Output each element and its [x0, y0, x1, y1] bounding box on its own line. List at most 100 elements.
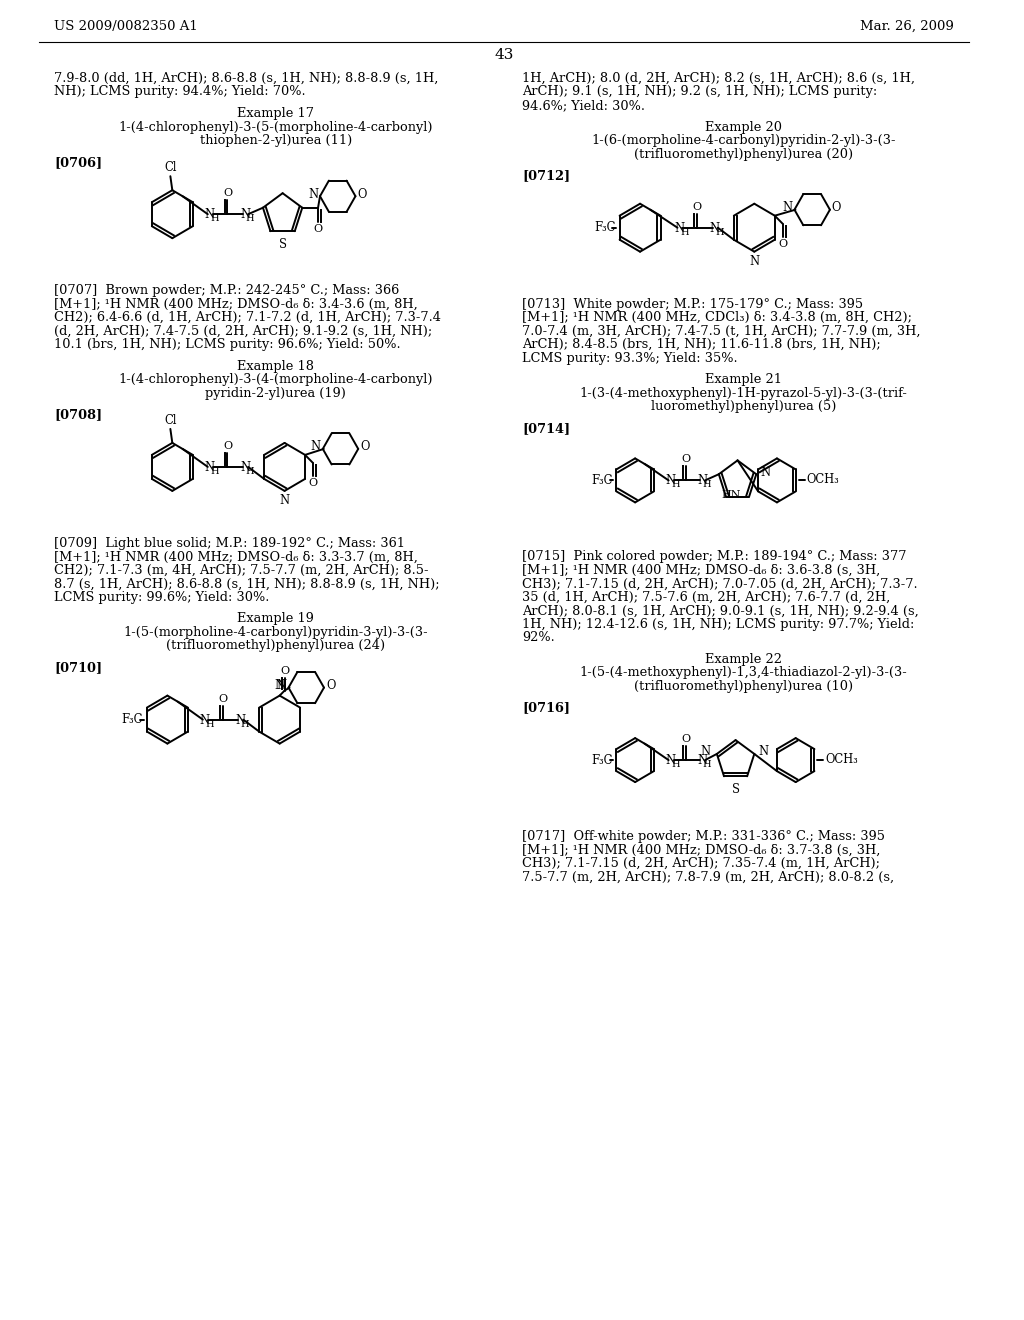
Text: H: H [241, 719, 250, 729]
Text: pyridin-2-yl)urea (19): pyridin-2-yl)urea (19) [205, 387, 346, 400]
Text: H: H [702, 480, 712, 490]
Text: O: O [218, 693, 227, 704]
Text: OCH₃: OCH₃ [807, 473, 840, 486]
Text: N: N [280, 494, 290, 507]
Text: N: N [666, 474, 676, 487]
Text: N: N [760, 466, 770, 479]
Text: O: O [682, 734, 691, 744]
Text: NH); LCMS purity: 94.4%; Yield: 70%.: NH); LCMS purity: 94.4%; Yield: 70%. [54, 86, 306, 99]
Text: [0717]  Off-white powder; M.P.: 331-336° C.; Mass: 395: [0717] Off-white powder; M.P.: 331-336° … [522, 830, 885, 843]
Text: O: O [360, 441, 370, 453]
Text: CH3); 7.1-7.15 (d, 2H, ArCH); 7.35-7.4 (m, 1H, ArCH);: CH3); 7.1-7.15 (d, 2H, ArCH); 7.35-7.4 (… [522, 857, 880, 870]
Text: N: N [236, 714, 246, 726]
Text: 94.6%; Yield: 30%.: 94.6%; Yield: 30%. [522, 99, 645, 112]
Text: Example 18: Example 18 [238, 360, 314, 372]
Text: (trifluoromethyl)phenyl)urea (20): (trifluoromethyl)phenyl)urea (20) [634, 148, 853, 161]
Text: N: N [758, 746, 768, 759]
Text: [M+1]; ¹H NMR (400 MHz; DMSO-d₆ δ: 3.4-3.6 (m, 8H,: [M+1]; ¹H NMR (400 MHz; DMSO-d₆ δ: 3.4-3… [54, 298, 418, 310]
Text: H: H [671, 760, 680, 770]
Text: Example 21: Example 21 [705, 374, 782, 387]
Text: ArCH); 9.1 (s, 1H, NH); 9.2 (s, 1H, NH); LCMS purity:: ArCH); 9.1 (s, 1H, NH); 9.2 (s, 1H, NH);… [522, 86, 878, 99]
Text: N: N [697, 754, 708, 767]
Text: Example 20: Example 20 [705, 120, 782, 133]
Text: O: O [223, 189, 232, 198]
Text: F₃C: F₃C [594, 222, 615, 234]
Text: N: N [310, 441, 321, 453]
Text: [0715]  Pink colored powder; M.P.: 189-194° C.; Mass: 377: [0715] Pink colored powder; M.P.: 189-19… [522, 550, 906, 564]
Text: H: H [671, 480, 680, 490]
Text: F₃C: F₃C [591, 474, 612, 487]
Text: O: O [223, 441, 232, 451]
Text: [M+1]; ¹H NMR (400 MHz; DMSO-d₆ δ: 3.7-3.8 (s, 3H,: [M+1]; ¹H NMR (400 MHz; DMSO-d₆ δ: 3.7-3… [522, 843, 881, 857]
Text: O: O [357, 187, 367, 201]
Text: 1-(4-chlorophenyl)-3-(5-(morpholine-4-carbonyl): 1-(4-chlorophenyl)-3-(5-(morpholine-4-ca… [119, 120, 433, 133]
Text: [0713]  White powder; M.P.: 175-179° C.; Mass: 395: [0713] White powder; M.P.: 175-179° C.; … [522, 298, 863, 310]
Text: [0712]: [0712] [522, 169, 570, 182]
Text: O: O [280, 665, 289, 676]
Text: 7.0-7.4 (m, 3H, ArCH); 7.4-7.5 (t, 1H, ArCH); 7.7-7.9 (m, 3H,: 7.0-7.4 (m, 3H, ArCH); 7.4-7.5 (t, 1H, A… [522, 325, 921, 338]
Text: luoromethyl)phenyl)urea (5): luoromethyl)phenyl)urea (5) [651, 400, 837, 413]
Text: (trifluoromethyl)phenyl)urea (10): (trifluoromethyl)phenyl)urea (10) [634, 680, 853, 693]
Text: H: H [210, 467, 219, 477]
Text: N: N [750, 255, 760, 268]
Text: N: N [782, 201, 793, 214]
Text: 1-(3-(4-methoxyphenyl)-1H-pyrazol-5-yl)-3-(3-(trif-: 1-(3-(4-methoxyphenyl)-1H-pyrazol-5-yl)-… [580, 387, 907, 400]
Text: LCMS purity: 93.3%; Yield: 35%.: LCMS purity: 93.3%; Yield: 35%. [522, 351, 737, 364]
Text: LCMS purity: 99.6%; Yield: 30%.: LCMS purity: 99.6%; Yield: 30%. [54, 591, 269, 603]
Text: S: S [731, 783, 739, 796]
Text: [0709]  Light blue solid; M.P.: 189-192° C.; Mass: 361: [0709] Light blue solid; M.P.: 189-192° … [54, 537, 406, 550]
Text: thiophen-2-yl)urea (11): thiophen-2-yl)urea (11) [200, 135, 352, 147]
Text: 7.5-7.7 (m, 2H, ArCH); 7.8-7.9 (m, 2H, ArCH); 8.0-8.2 (s,: 7.5-7.7 (m, 2H, ArCH); 7.8-7.9 (m, 2H, A… [522, 871, 894, 883]
Text: N: N [697, 474, 708, 487]
Text: O: O [313, 223, 323, 234]
Text: H: H [716, 227, 724, 236]
Text: 1-(5-(4-methoxyphenyl)-1,3,4-thiadiazol-2-yl)-3-(3-: 1-(5-(4-methoxyphenyl)-1,3,4-thiadiazol-… [580, 667, 907, 680]
Text: 1-(5-(morpholine-4-carbonyl)pyridin-3-yl)-3-(3-: 1-(5-(morpholine-4-carbonyl)pyridin-3-yl… [124, 626, 428, 639]
Text: N: N [241, 209, 250, 222]
Text: O: O [778, 239, 787, 248]
Text: CH2); 7.1-7.3 (m, 4H, ArCH); 7.5-7.7 (m, 2H, ArCH); 8.5-: CH2); 7.1-7.3 (m, 4H, ArCH); 7.5-7.7 (m,… [54, 564, 429, 577]
Text: N: N [710, 222, 720, 235]
Text: Example 22: Example 22 [705, 653, 782, 667]
Text: 1-(4-chlorophenyl)-3-(4-(morpholine-4-carbonyl): 1-(4-chlorophenyl)-3-(4-(morpholine-4-ca… [119, 374, 433, 387]
Text: N: N [666, 754, 676, 767]
Text: 92%.: 92%. [522, 631, 555, 644]
Text: O: O [831, 201, 842, 214]
Text: Example 17: Example 17 [238, 107, 314, 120]
Text: O: O [308, 478, 317, 488]
Text: ArCH); 8.4-8.5 (brs, 1H, NH); 11.6-11.8 (brs, 1H, NH);: ArCH); 8.4-8.5 (brs, 1H, NH); 11.6-11.8 … [522, 338, 881, 351]
Text: N: N [205, 461, 215, 474]
Text: O: O [326, 678, 335, 692]
Text: H: H [206, 719, 214, 729]
Text: N: N [200, 714, 210, 726]
Text: [M+1]; ¹H NMR (400 MHz; DMSO-d₆ δ: 3.3-3.7 (m, 8H,: [M+1]; ¹H NMR (400 MHz; DMSO-d₆ δ: 3.3-3… [54, 550, 418, 564]
Text: F₃C: F₃C [591, 754, 612, 767]
Text: [M+1]; ¹H NMR (400 MHz; DMSO-d₆ δ: 3.6-3.8 (s, 3H,: [M+1]; ¹H NMR (400 MHz; DMSO-d₆ δ: 3.6-3… [522, 564, 881, 577]
Text: HN: HN [722, 490, 741, 499]
Text: N: N [241, 461, 250, 474]
Text: 43: 43 [495, 48, 514, 62]
Text: OCH₃: OCH₃ [825, 752, 858, 766]
Text: Example 19: Example 19 [238, 612, 314, 626]
Text: [0706]: [0706] [54, 156, 102, 169]
Text: 1-(6-(morpholine-4-carbonyl)pyridin-2-yl)-3-(3-: 1-(6-(morpholine-4-carbonyl)pyridin-2-yl… [591, 135, 896, 147]
Text: N: N [308, 187, 318, 201]
Text: H: H [680, 227, 689, 236]
Text: ArCH); 8.0-8.1 (s, 1H, ArCH); 9.0-9.1 (s, 1H, NH); 9.2-9.4 (s,: ArCH); 8.0-8.1 (s, 1H, ArCH); 9.0-9.1 (s… [522, 605, 919, 618]
Text: O: O [692, 202, 701, 211]
Text: 1H, ArCH); 8.0 (d, 2H, ArCH); 8.2 (s, 1H, ArCH); 8.6 (s, 1H,: 1H, ArCH); 8.0 (d, 2H, ArCH); 8.2 (s, 1H… [522, 73, 914, 84]
Text: Cl: Cl [164, 161, 176, 174]
Text: 8.7 (s, 1H, ArCH); 8.6-8.8 (s, 1H, NH); 8.8-8.9 (s, 1H, NH);: 8.7 (s, 1H, ArCH); 8.6-8.8 (s, 1H, NH); … [54, 577, 439, 590]
Text: N: N [675, 222, 684, 235]
Text: 1H, NH); 12.4-12.6 (s, 1H, NH); LCMS purity: 97.7%; Yield:: 1H, NH); 12.4-12.6 (s, 1H, NH); LCMS pur… [522, 618, 914, 631]
Text: [M+1]; ¹H NMR (400 MHz, CDCl₃) δ: 3.4-3.8 (m, 8H, CH2);: [M+1]; ¹H NMR (400 MHz, CDCl₃) δ: 3.4-3.… [522, 312, 911, 325]
Text: F₃C: F₃C [121, 713, 142, 726]
Text: [0714]: [0714] [522, 422, 570, 434]
Text: [0707]  Brown powder; M.P.: 242-245° C.; Mass: 366: [0707] Brown powder; M.P.: 242-245° C.; … [54, 284, 399, 297]
Text: H: H [246, 467, 254, 477]
Text: (trifluoromethyl)phenyl)urea (24): (trifluoromethyl)phenyl)urea (24) [166, 639, 385, 652]
Text: H: H [702, 760, 712, 770]
Text: N: N [205, 209, 215, 222]
Text: 7.9-8.0 (dd, 1H, ArCH); 8.6-8.8 (s, 1H, NH); 8.8-8.9 (s, 1H,: 7.9-8.0 (dd, 1H, ArCH); 8.6-8.8 (s, 1H, … [54, 73, 438, 84]
Text: Mar. 26, 2009: Mar. 26, 2009 [860, 20, 954, 33]
